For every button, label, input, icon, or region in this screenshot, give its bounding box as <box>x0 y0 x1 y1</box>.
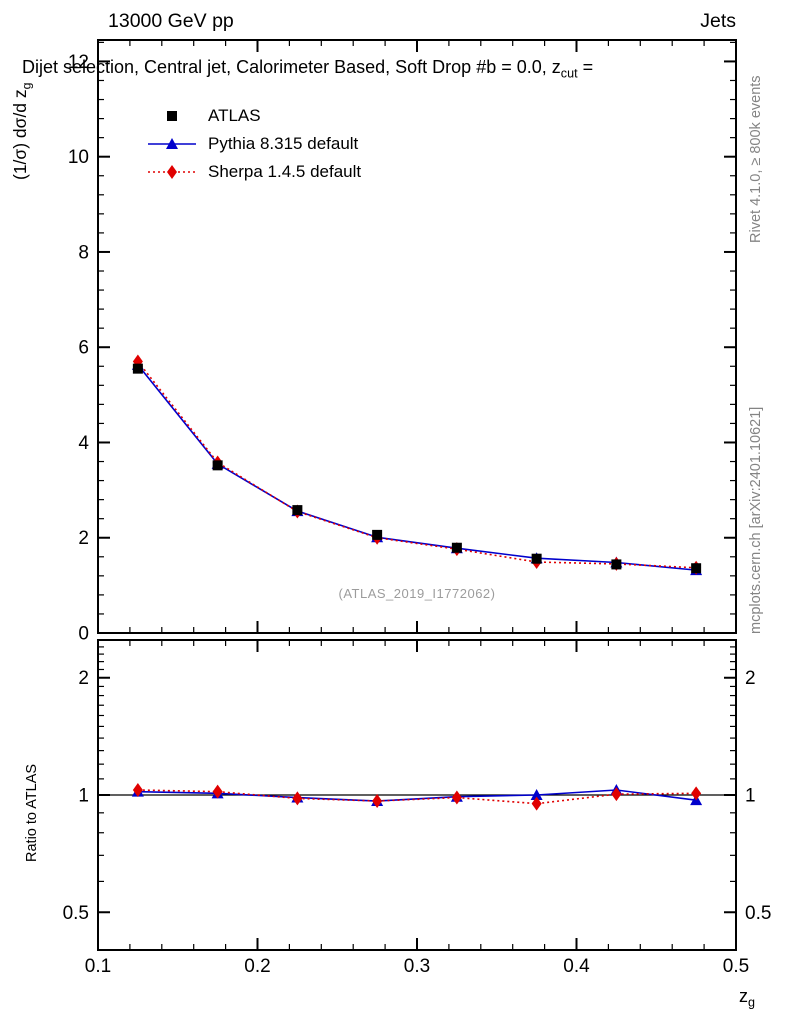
legend: ATLAS Pythia 8.315 default Sherpa 1.4.5 de… <box>146 102 361 186</box>
svg-text:1: 1 <box>78 786 89 807</box>
svg-text:0: 0 <box>78 624 89 645</box>
plot-title: Dijet selection, Central jet, Calorimete… <box>22 57 784 81</box>
x-axis-title-subscript: g <box>748 995 756 1010</box>
svg-text:0.5: 0.5 <box>63 903 89 924</box>
svg-text:0.2: 0.2 <box>244 956 270 977</box>
svg-text:6: 6 <box>78 338 89 359</box>
legend-label: Sherpa 1.4.5 default <box>208 162 362 181</box>
svg-text:8: 8 <box>78 242 89 263</box>
legend-item-sherpa: Sherpa 1.4.5 default <box>146 158 361 186</box>
svg-text:0.5: 0.5 <box>723 956 749 977</box>
x-axis-title-text: z <box>739 986 748 1006</box>
ratio-panel-series <box>98 782 736 811</box>
mcplots-arxiv-label: mcplots.cern.ch [arXiv:2401.10621] <box>748 406 764 634</box>
y-axis-title-ratio: Ratio to ATLAS <box>24 763 40 862</box>
svg-text:0.3: 0.3 <box>404 956 430 977</box>
legend-square-marker-icon <box>167 111 177 121</box>
svg-text:2: 2 <box>745 668 756 689</box>
svg-text:1: 1 <box>745 786 756 807</box>
y-axis-title-main: (1/σ) dσ/d zg <box>10 83 34 180</box>
svg-text:2: 2 <box>78 668 89 689</box>
y-axis-title-main-text: (1/σ) dσ/d z <box>10 89 30 180</box>
legend-label: Pythia 8.315 default <box>208 134 359 153</box>
legend-label: ATLAS <box>208 106 261 125</box>
plot-title-text: Dijet selection, Central jet, Calorimete… <box>22 57 561 77</box>
axis-ticks <box>97 40 737 950</box>
legend-item-pythia: Pythia 8.315 default <box>146 130 361 158</box>
rivet-version-label: Rivet 4.1.0, ≥ 800k events <box>748 75 764 243</box>
svg-text:12: 12 <box>68 52 89 73</box>
svg-text:0.5: 0.5 <box>745 903 771 924</box>
legend-diamond-marker-icon <box>148 165 196 179</box>
svg-text:0.4: 0.4 <box>563 956 590 977</box>
legend-item-atlas: ATLAS <box>146 102 361 130</box>
svg-text:0.1: 0.1 <box>85 956 111 977</box>
atlas-data-points <box>132 363 702 574</box>
analysis-group-label: Jets <box>700 10 736 32</box>
plot-title-tail: = <box>577 57 594 77</box>
plot-title-subscript: cut <box>560 66 578 81</box>
svg-text:10: 10 <box>68 147 89 168</box>
y-axis-title-main-subscript: g <box>19 82 34 90</box>
legend-triangle-marker-icon <box>148 138 196 149</box>
svg-text:4: 4 <box>78 433 89 454</box>
beam-energy-label: 13000 GeV pp <box>108 10 234 32</box>
svg-text:2: 2 <box>78 528 89 549</box>
x-axis-title: zg <box>739 986 755 1010</box>
analysis-id-watermark: (ATLAS_2019_I1772062) <box>338 586 496 601</box>
